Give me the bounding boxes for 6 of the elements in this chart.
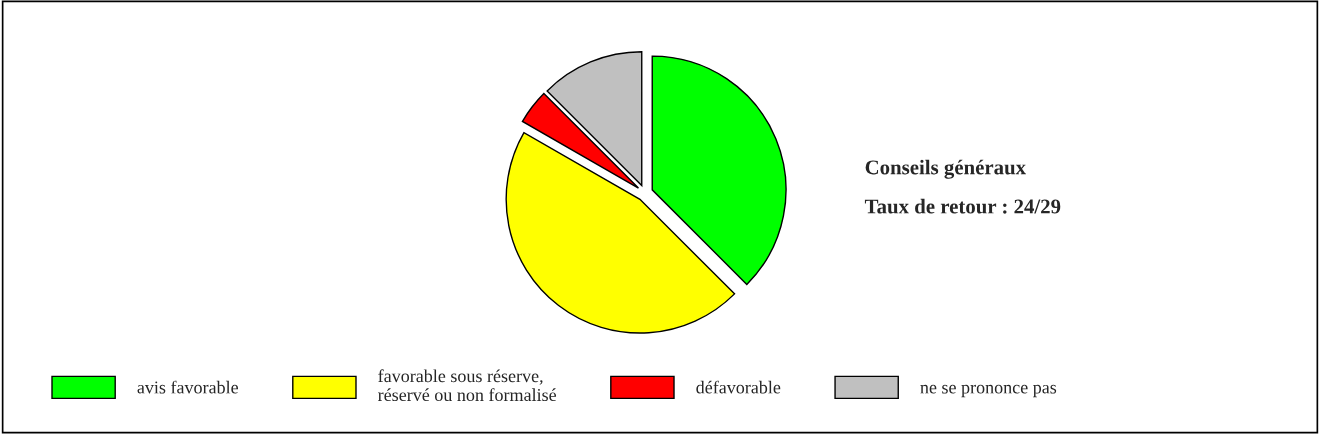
legend-label: favorable sous réserve, réservé ou non formalisé [378, 369, 557, 402]
text: Taux de retour : 24/29 [864, 198, 1061, 214]
text: Conseils généraux [865, 159, 1026, 179]
legend-label: défavorable [696, 380, 781, 394]
legend-label: ne se prononce pas [920, 384, 1057, 398]
legend-label: avis favorable [137, 380, 239, 394]
